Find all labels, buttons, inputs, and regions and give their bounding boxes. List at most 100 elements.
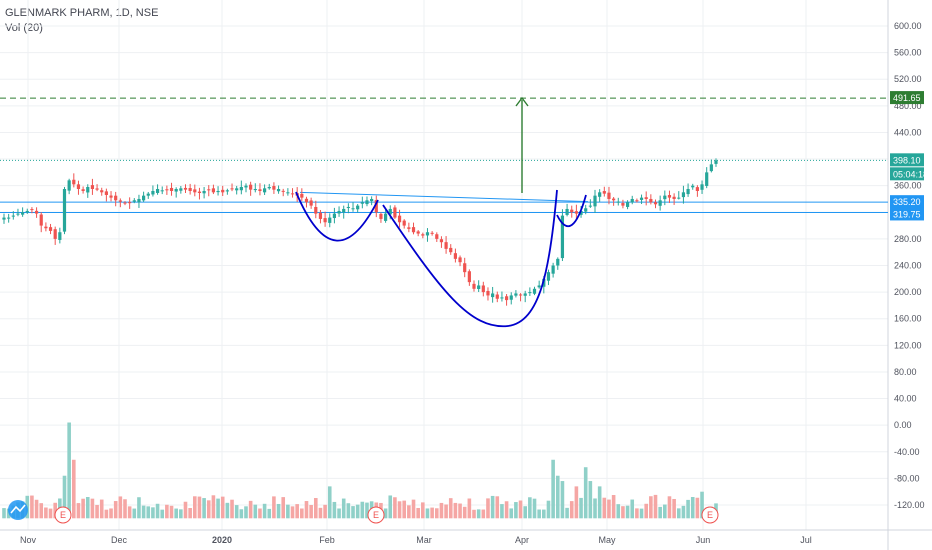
candle-body	[34, 210, 39, 214]
time-tick-label: Nov	[20, 535, 37, 545]
candle-body	[616, 201, 620, 203]
time-tick-label: Dec	[111, 535, 128, 545]
candle-body	[714, 160, 718, 164]
volume-indicator-label[interactable]: Vol (20)	[5, 22, 43, 34]
volume-bar	[597, 486, 602, 519]
candle-body	[625, 202, 630, 207]
candle-body	[160, 190, 164, 192]
time-axis: Nov Dec 2020 Feb Mar Apr May Jun Jul	[20, 535, 812, 545]
volume-bar	[323, 504, 327, 519]
candle-body	[449, 247, 453, 253]
volume-bar	[500, 504, 504, 519]
candle-body	[351, 208, 355, 210]
last-price-tag: 398.10	[890, 153, 924, 167]
earnings-label: E	[707, 510, 713, 520]
volume-bar	[616, 504, 621, 519]
volume-bar	[658, 506, 662, 519]
candle-body	[272, 186, 276, 190]
candle-body	[500, 297, 504, 299]
candle-body	[360, 202, 364, 204]
volume-bar	[234, 505, 239, 519]
candle-body	[588, 205, 592, 207]
candle-body	[472, 283, 476, 289]
volume-bar	[407, 505, 411, 519]
volume-bar	[262, 503, 267, 519]
candle-body	[44, 226, 48, 229]
candle-body	[565, 208, 569, 215]
candle-body	[221, 189, 225, 193]
volume-bar	[569, 501, 574, 519]
volume-bar	[397, 501, 402, 519]
candle-body	[551, 265, 555, 274]
volume-bar	[99, 499, 104, 519]
time-tick-label: Apr	[515, 535, 529, 545]
candle-body	[11, 215, 15, 217]
candle-body	[165, 189, 169, 191]
volume-bar	[327, 486, 332, 519]
volume-bar	[332, 501, 337, 519]
price-tick-label: 40.00	[894, 394, 917, 404]
candle-body	[649, 198, 653, 203]
volume-bar	[663, 504, 667, 519]
candle-body	[593, 195, 597, 207]
volume-bar	[160, 509, 165, 519]
volume-bar	[267, 508, 272, 519]
volume-bar	[62, 475, 67, 519]
volume-bar	[532, 498, 537, 519]
volume-bar	[644, 503, 648, 519]
volume-bar	[183, 501, 188, 519]
volume-bar	[555, 475, 560, 519]
candle-body	[477, 285, 481, 289]
candle-body	[453, 253, 457, 259]
candle-body	[397, 215, 402, 223]
volume-bar	[313, 498, 318, 519]
volume-bar	[518, 500, 523, 519]
volume-bar	[509, 508, 514, 519]
cup-and-handle-drawing	[295, 96, 587, 328]
candle-body	[225, 190, 229, 192]
price-tick-label: 600.00	[894, 21, 922, 31]
candle-body	[244, 185, 248, 188]
candle-body	[598, 192, 602, 197]
earnings-circle	[54, 506, 72, 524]
price-tick-label: -120.00	[894, 500, 925, 510]
candle-body	[356, 205, 360, 210]
candle-body	[286, 192, 290, 194]
resistance-tag-text: 335.20	[893, 197, 921, 207]
candle-body	[109, 195, 113, 198]
volume-bar	[434, 508, 439, 519]
volume-bar	[81, 498, 85, 519]
candle-body	[686, 188, 690, 195]
candle-body	[574, 211, 578, 214]
candle-body	[458, 257, 462, 263]
earnings-marker: E	[701, 506, 719, 524]
volume-bar	[127, 506, 132, 519]
candle-body	[48, 227, 53, 231]
volume-bar	[300, 508, 304, 519]
volume-bar	[258, 508, 262, 519]
volume-bar	[355, 504, 360, 519]
volume-bar	[467, 498, 472, 519]
candle-body	[276, 188, 281, 192]
candle-body	[104, 191, 108, 195]
volume-bar	[137, 497, 141, 519]
time-tick-label: May	[598, 535, 616, 545]
volume-bar	[113, 501, 118, 519]
candle-body	[90, 185, 95, 189]
candle-body	[16, 213, 20, 215]
volume-bar	[588, 481, 593, 519]
candle-body	[142, 195, 146, 201]
candle-body	[263, 188, 267, 193]
candle-body	[584, 208, 588, 212]
candle-body	[323, 218, 327, 223]
volume-bar	[34, 499, 39, 519]
candle-body	[123, 202, 127, 204]
volume-bar	[192, 496, 197, 519]
price-tick-label: 120.00	[894, 340, 922, 350]
candle-body	[169, 187, 174, 191]
volume-bar	[383, 508, 388, 519]
candle-body	[337, 210, 341, 214]
volume-bar	[421, 502, 425, 519]
